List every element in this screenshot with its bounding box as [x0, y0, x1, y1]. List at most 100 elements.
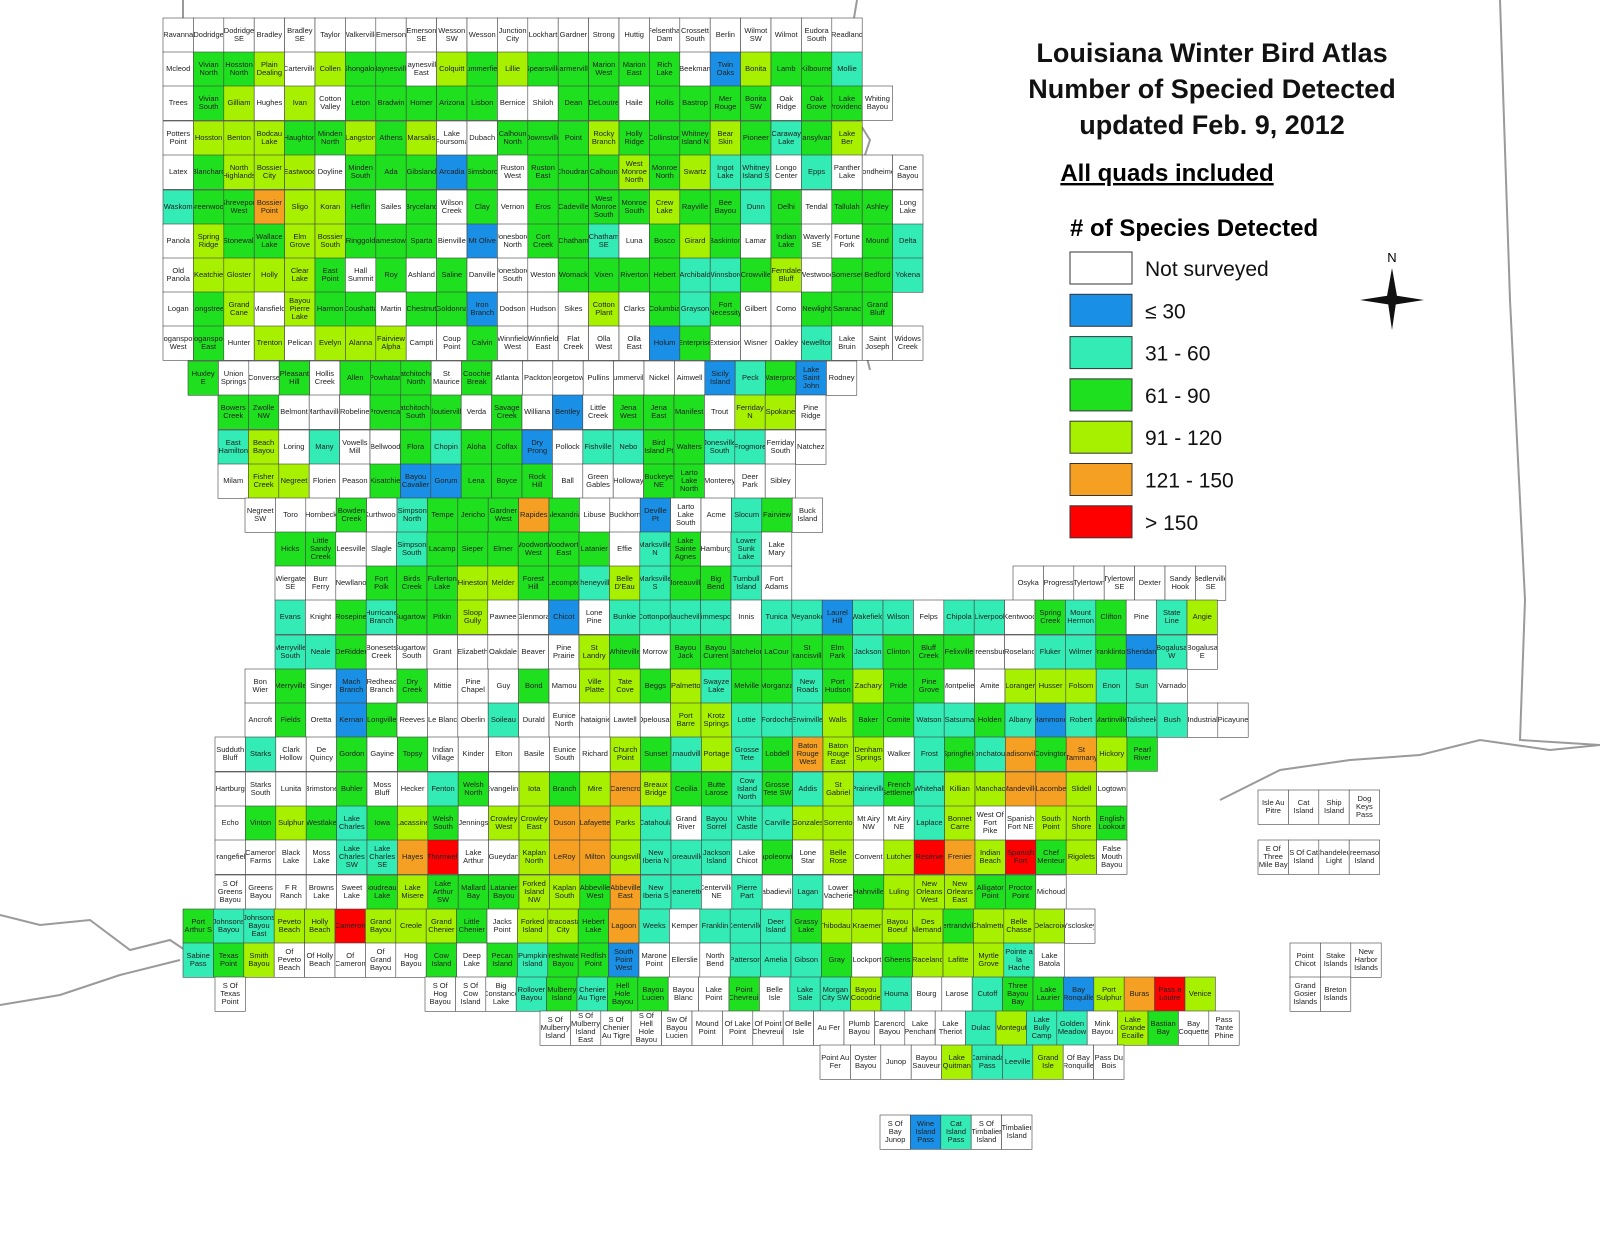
quad-label-box: Riverton: [620, 271, 648, 279]
quad: [649, 189, 681, 225]
quad-label-box: Of Bay Ronquille: [1064, 1054, 1093, 1070]
quad: [339, 429, 371, 465]
quad-label-box: Kilbourne: [802, 65, 831, 73]
quad-label-box: Calvin: [472, 339, 493, 347]
quad-label-box: Bradwin: [377, 99, 404, 107]
quad-label-box: Bayou Current: [703, 644, 728, 660]
quad-label-box: Erwinville: [793, 716, 822, 724]
quad-label: Pitkin: [433, 612, 452, 622]
quad-label: Laurel Hill: [826, 608, 848, 626]
coastline-east: [1219, 738, 1600, 801]
quad-label-box: Port Barre: [677, 712, 695, 728]
quad: [639, 565, 671, 601]
quad-label-box: S Of Bay Junop: [885, 1120, 905, 1144]
quad-label-box: Hog Bayou: [400, 952, 421, 968]
quad-label-box: Dean: [564, 99, 582, 107]
quad: [770, 17, 802, 53]
quad: [826, 360, 858, 396]
quad-label-box: Evelyn: [319, 339, 342, 347]
quad-label-box: West Of Fort Pike: [976, 810, 1004, 836]
quad-label-box: Iron Branch: [470, 301, 494, 317]
quad-label: Marksville S: [640, 574, 670, 592]
quad-label: Hartburg: [215, 784, 245, 794]
quad: [588, 257, 620, 293]
quad: [375, 189, 407, 225]
quad: [405, 85, 437, 121]
quad-label: De Quincy: [309, 745, 334, 763]
quad-label: Lake Bruin: [838, 334, 856, 352]
quad-label-box: Epps: [808, 168, 825, 176]
quad-label-box: Progress: [1044, 579, 1073, 587]
quad-label: Ferndale Bluff: [771, 266, 801, 284]
quad-label-box: Longo Center: [775, 164, 798, 180]
quad-label-box: Evans: [280, 613, 301, 621]
quad: [400, 394, 432, 430]
quad: [466, 223, 498, 259]
quad-label-box: New Orleans West: [916, 880, 942, 904]
quad-label-box: Acme: [707, 511, 726, 519]
quad-label: Emerson SE: [406, 26, 437, 44]
quad-label-box: Convent: [855, 853, 883, 861]
quad-label: Big Constance Lake: [486, 981, 515, 1007]
quad-label-box: Rocky Branch: [592, 130, 616, 146]
quad-label: Vivian North: [198, 60, 219, 78]
quad-label-box: Latex: [169, 168, 187, 176]
quad-label-box: Harmon: [317, 305, 344, 313]
quad-label-box: Lena: [468, 477, 485, 485]
quad: [679, 120, 711, 156]
quad-label: Mach Branch: [339, 677, 364, 695]
quad-label: Toro: [283, 510, 298, 520]
quad-label: Simpson South: [397, 540, 427, 558]
quad: [305, 497, 337, 533]
quad: [375, 325, 407, 361]
quad-label-box: Kurthwood: [367, 511, 396, 519]
quad-label: S Of Cow Island: [460, 981, 481, 1007]
quad: [700, 565, 732, 601]
quad-label-box: Bay Ronquille: [1064, 986, 1093, 1002]
quad: [761, 565, 793, 601]
quad-label-box: Merryville South: [276, 644, 305, 660]
quad-label: Port Arthur S: [184, 917, 212, 935]
quad-label-box: Of Belle Isle: [785, 1020, 812, 1036]
quad-label: West Of Fort Pike: [976, 810, 1004, 836]
quad-label: Bienville: [437, 236, 466, 246]
quad: [253, 85, 285, 121]
quad-label-box: Simpson South: [397, 540, 427, 558]
quad-label: Union Springs: [220, 369, 247, 387]
quad-label-box: Westwood: [802, 271, 831, 279]
quad: [582, 394, 614, 430]
quad-label-box: Cotton Plant: [593, 301, 615, 317]
quad-label: Beach Bayou: [252, 438, 275, 456]
quad-label: Readland: [832, 30, 862, 40]
quad: [679, 154, 711, 190]
quad-label: Brimstone: [306, 784, 336, 794]
quad-label-box: Gorum: [435, 477, 458, 485]
quad-label-box: Woodworth East: [549, 541, 578, 557]
quad-label-box: Jonesboro North: [498, 233, 527, 249]
quad-label-box: Sunset: [644, 750, 667, 758]
quad: [679, 325, 711, 361]
legend-label: > 150: [1145, 512, 1198, 535]
quad-label-box: Sibley: [770, 477, 790, 485]
quad: [517, 565, 549, 601]
quad-label: Baker: [858, 715, 878, 725]
quad-label: Sweet Lake: [341, 883, 363, 901]
quad: [861, 325, 893, 361]
quad-label-box: Ball: [561, 477, 574, 485]
quad: [527, 51, 559, 87]
quad-label: Summerville: [614, 373, 643, 383]
quad-label-box: Lisbon: [471, 99, 493, 107]
quad: [497, 257, 529, 293]
quad-label-box: Chataignier: [580, 716, 609, 724]
quad-label-box: Huxley E: [192, 370, 215, 386]
quad-label-box: Belle Rose: [829, 849, 847, 865]
quad-label: Beekman: [680, 64, 710, 74]
quad: [223, 257, 255, 293]
quad-label: Winnfield West: [497, 334, 528, 352]
quad: [612, 394, 644, 430]
quad-label-box: Lockhart: [529, 31, 558, 39]
quad: [314, 325, 346, 361]
quad-label-box: Verda: [467, 408, 487, 416]
quad-label-box: Benton: [227, 134, 251, 142]
quad-label: Sudduth Bluff: [216, 745, 245, 763]
